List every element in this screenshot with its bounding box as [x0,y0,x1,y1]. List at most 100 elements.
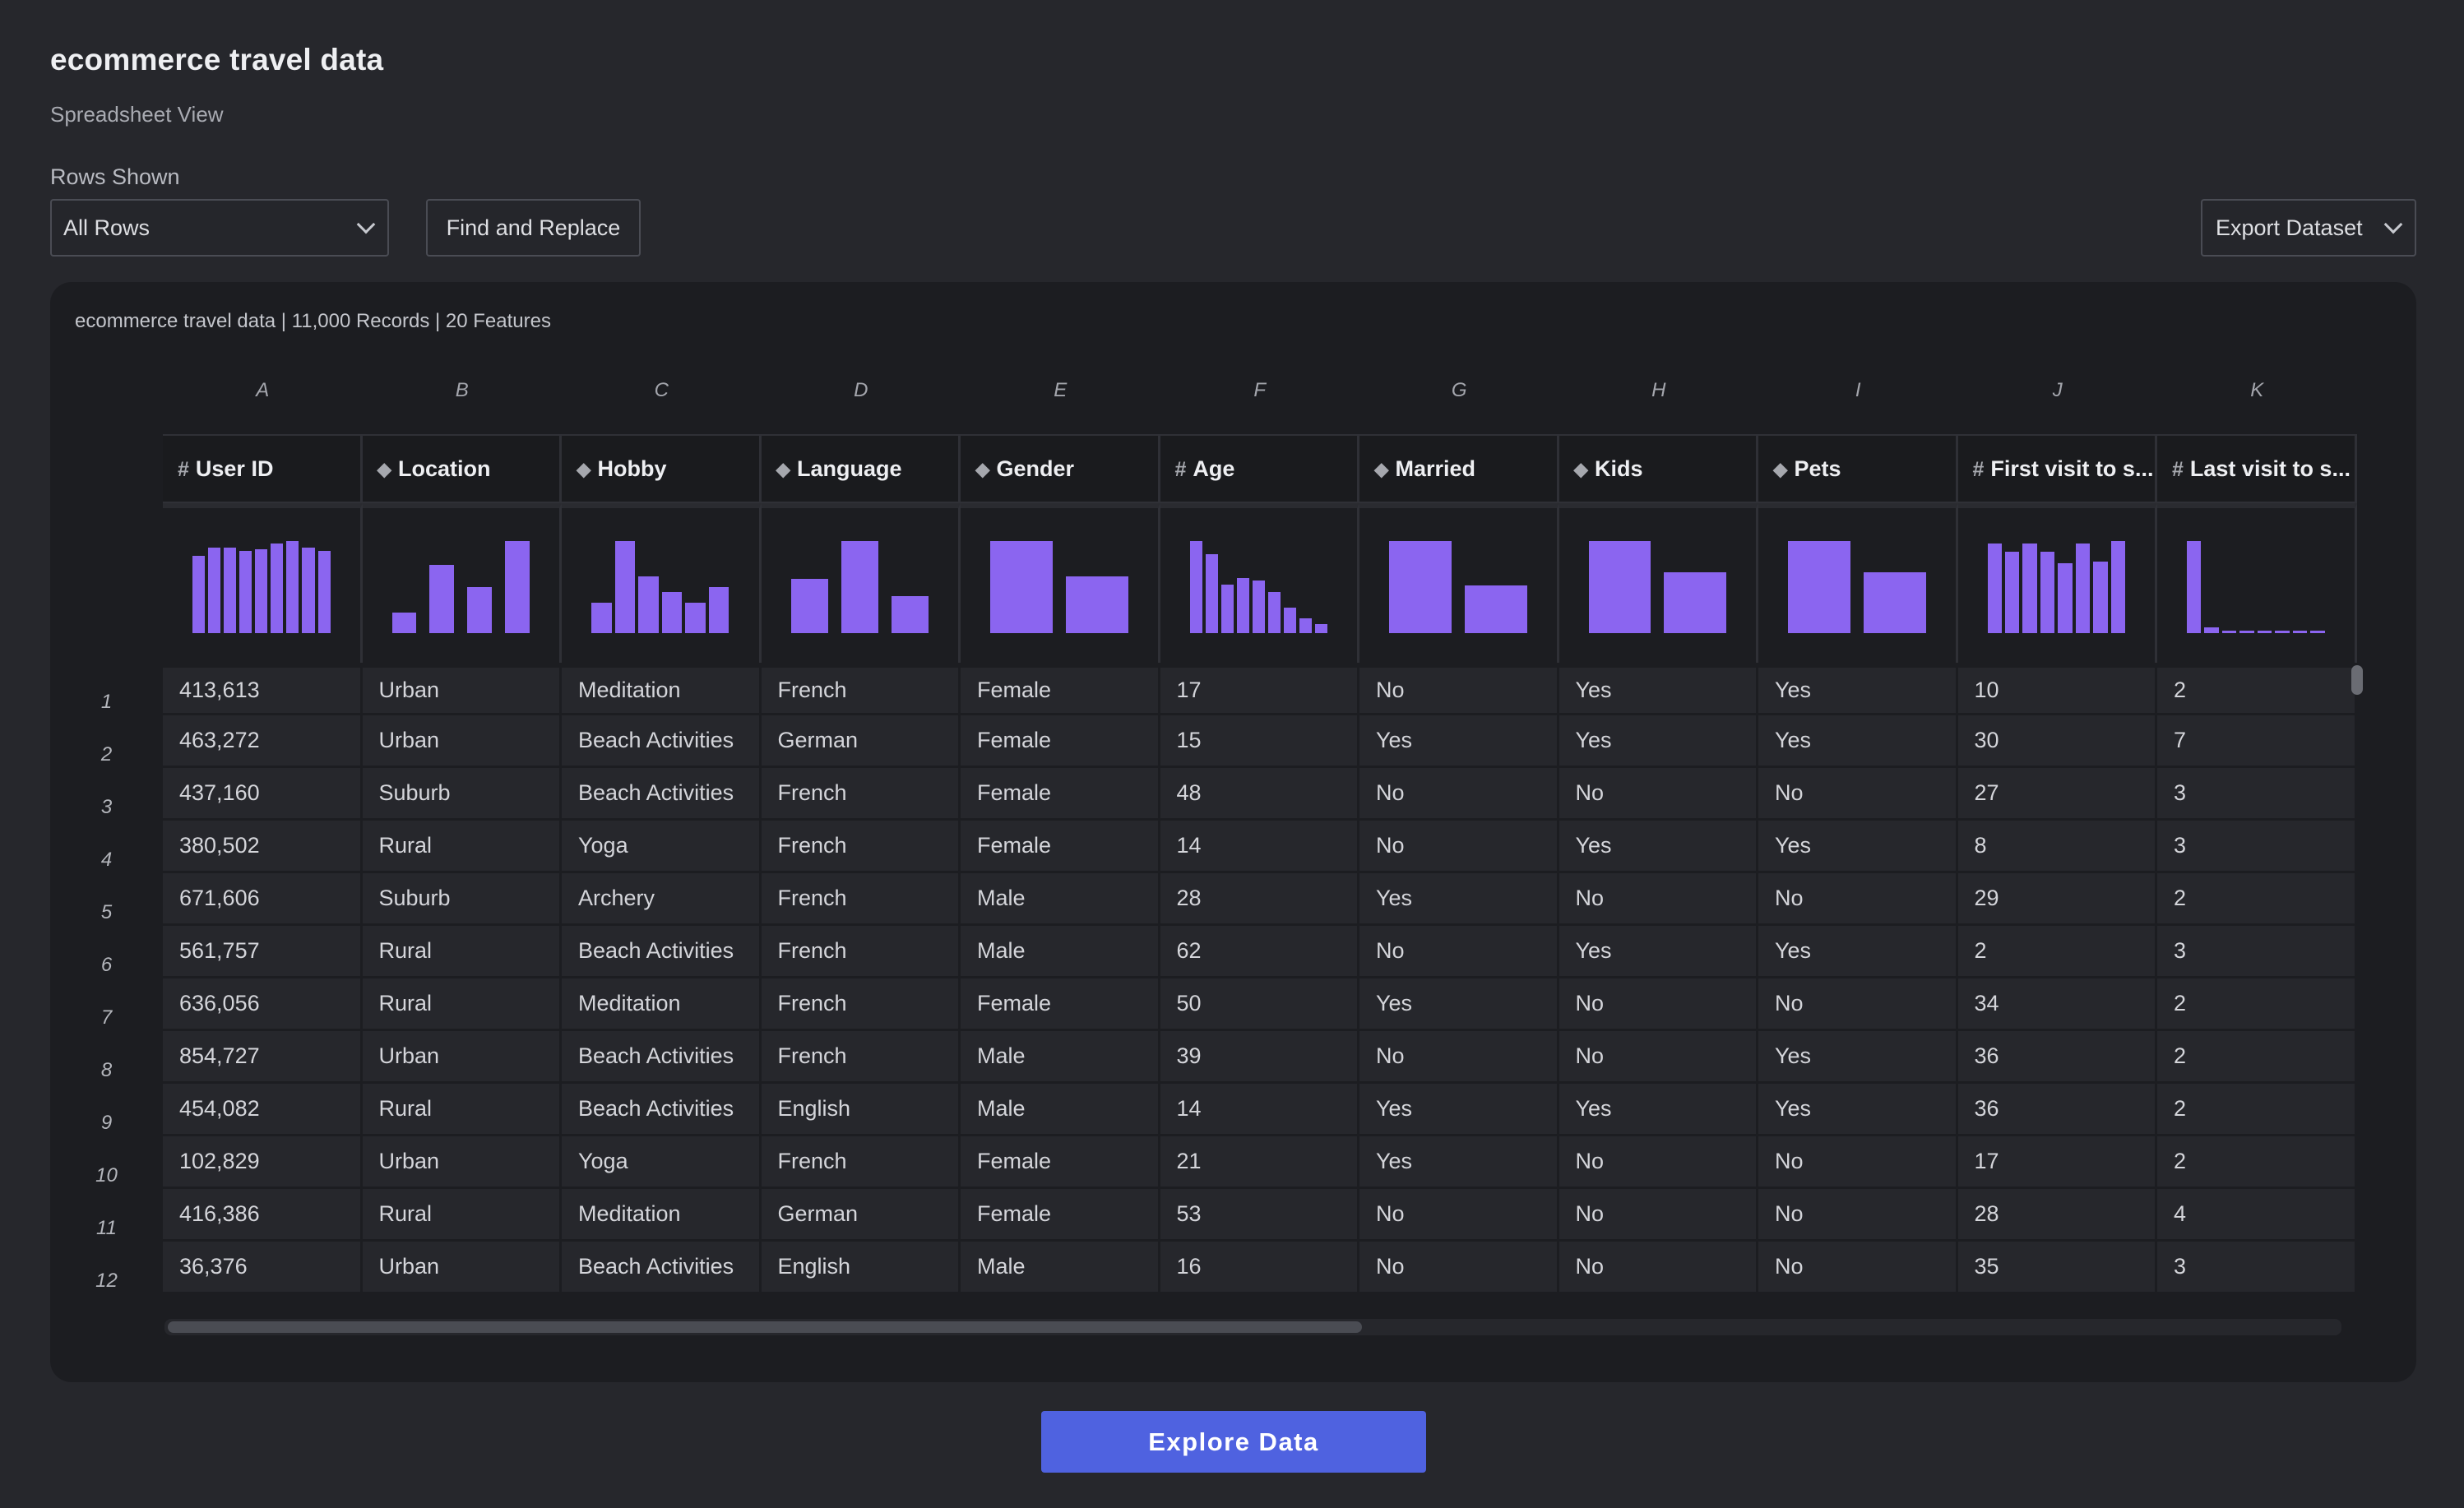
table-cell[interactable]: 39 [1160,1031,1359,1084]
table-cell[interactable]: Yes [1758,715,1958,768]
table-cell[interactable]: Yoga [562,821,762,873]
table-cell[interactable]: No [1758,1136,1958,1189]
table-cell[interactable]: Female [961,821,1160,873]
table-cell[interactable]: 561,757 [163,926,363,978]
table-cell[interactable]: Yes [1559,1084,1758,1136]
table-cell[interactable]: Female [961,715,1160,768]
explore-data-button[interactable]: Explore Data [1041,1411,1426,1473]
table-cell[interactable]: 380,502 [163,821,363,873]
table-cell[interactable]: 7 [2157,715,2357,768]
table-cell[interactable]: Yes [1559,821,1758,873]
table-cell[interactable]: 36 [1957,1084,2157,1136]
table-cell[interactable]: 2 [2157,978,2357,1031]
table-cell[interactable]: German [761,715,961,768]
table-cell[interactable]: French [761,926,961,978]
table-cell[interactable]: Rural [362,821,562,873]
table-cell[interactable]: 17 [1160,663,1359,715]
table-cell[interactable]: 102,829 [163,1136,363,1189]
table-cell[interactable]: Male [961,1031,1160,1084]
table-cell[interactable]: 10 [1957,663,2157,715]
table-cell[interactable]: 413,613 [163,663,363,715]
table-cell[interactable]: No [1359,768,1559,821]
table-cell[interactable]: No [1359,1031,1559,1084]
column-header[interactable]: # First visit to s... [1957,434,2157,503]
table-cell[interactable]: Meditation [562,1189,762,1242]
table-cell[interactable]: Yes [1758,821,1958,873]
table-cell[interactable]: Female [961,1189,1160,1242]
table-cell[interactable]: Yes [1359,1084,1559,1136]
table-cell[interactable]: Rural [362,926,562,978]
table-cell[interactable]: Female [961,1136,1160,1189]
table-cell[interactable]: 27 [1957,768,2157,821]
table-cell[interactable]: 3 [2157,821,2357,873]
table-cell[interactable]: 16 [1160,1242,1359,1293]
table-cell[interactable]: No [1359,663,1559,715]
table-cell[interactable]: Yes [1559,663,1758,715]
table-cell[interactable]: 30 [1957,715,2157,768]
table-cell[interactable]: Male [961,873,1160,926]
table-cell[interactable]: 2 [2157,1084,2357,1136]
table-cell[interactable]: Yes [1359,873,1559,926]
table-cell[interactable]: Meditation [562,978,762,1031]
table-cell[interactable]: Female [961,768,1160,821]
table-cell[interactable]: No [1359,1242,1559,1293]
column-header[interactable]: ⬥ Gender [961,434,1160,503]
table-cell[interactable]: No [1559,1031,1758,1084]
table-cell[interactable]: 4 [2157,1189,2357,1242]
table-cell[interactable]: English [761,1242,961,1293]
table-cell[interactable]: 62 [1160,926,1359,978]
table-cell[interactable]: 463,272 [163,715,363,768]
table-cell[interactable]: No [1758,978,1958,1031]
table-cell[interactable]: 416,386 [163,1189,363,1242]
table-cell[interactable]: 48 [1160,768,1359,821]
column-header[interactable]: ⬥ Kids [1559,434,1758,503]
column-header[interactable]: # User ID [163,434,363,503]
table-cell[interactable]: 2 [2157,663,2357,715]
table-cell[interactable]: Urban [362,663,562,715]
table-cell[interactable]: Archery [562,873,762,926]
table-cell[interactable]: Male [961,1242,1160,1293]
table-cell[interactable]: No [1559,1189,1758,1242]
table-cell[interactable]: 53 [1160,1189,1359,1242]
table-cell[interactable]: No [1359,926,1559,978]
table-cell[interactable]: Suburb [362,768,562,821]
column-header[interactable]: ⬥ Hobby [562,434,762,503]
table-cell[interactable]: Rural [362,1084,562,1136]
table-cell[interactable]: No [1359,1189,1559,1242]
table-cell[interactable]: 14 [1160,1084,1359,1136]
column-header[interactable]: ⬥ Language [761,434,961,503]
table-cell[interactable]: No [1559,768,1758,821]
export-dataset-dropdown[interactable]: Export Dataset [2201,199,2416,257]
table-cell[interactable]: Urban [362,715,562,768]
table-cell[interactable]: 35 [1957,1242,2157,1293]
table-cell[interactable]: No [1559,1242,1758,1293]
table-cell[interactable]: German [761,1189,961,1242]
table-cell[interactable]: 17 [1957,1136,2157,1189]
table-cell[interactable]: No [1758,1242,1958,1293]
table-cell[interactable]: Yes [1359,1136,1559,1189]
table-cell[interactable]: Beach Activities [562,715,762,768]
table-cell[interactable]: French [761,873,961,926]
table-cell[interactable]: Beach Activities [562,1031,762,1084]
table-cell[interactable]: Male [961,1084,1160,1136]
table-cell[interactable]: 454,082 [163,1084,363,1136]
rows-shown-select[interactable]: All Rows [50,199,389,257]
table-cell[interactable]: 28 [1160,873,1359,926]
table-cell[interactable]: Beach Activities [562,1084,762,1136]
table-cell[interactable]: Rural [362,978,562,1031]
table-cell[interactable]: Beach Activities [562,768,762,821]
table-cell[interactable]: No [1758,873,1958,926]
table-cell[interactable]: 36,376 [163,1242,363,1293]
horizontal-scrollbar[interactable] [164,1319,2341,1335]
table-cell[interactable]: Meditation [562,663,762,715]
table-cell[interactable]: 50 [1160,978,1359,1031]
table-cell[interactable]: Male [961,926,1160,978]
table-cell[interactable]: 3 [2157,1242,2357,1293]
table-cell[interactable]: Yes [1559,926,1758,978]
table-cell[interactable]: 2 [2157,873,2357,926]
table-cell[interactable]: 2 [2157,1136,2357,1189]
table-cell[interactable]: 8 [1957,821,2157,873]
table-cell[interactable]: 2 [2157,1031,2357,1084]
column-header[interactable]: ⬥ Married [1359,434,1559,503]
table-cell[interactable]: Urban [362,1031,562,1084]
